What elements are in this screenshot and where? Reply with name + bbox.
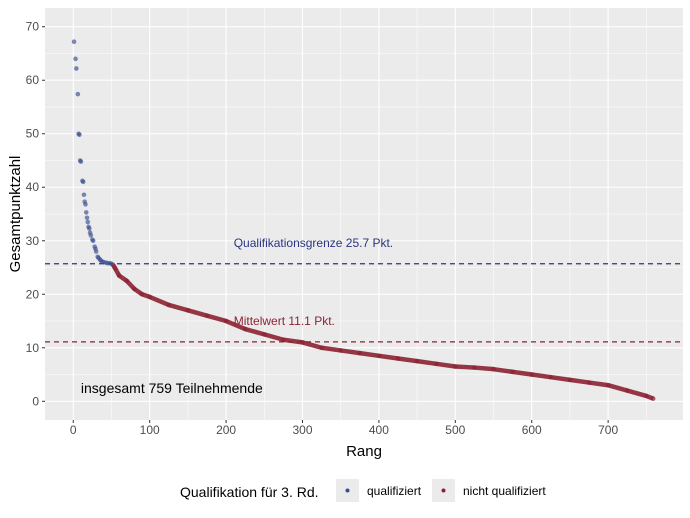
legend: Qualifikation für 3. Rd. qualifiziert ni…: [180, 479, 546, 502]
point-nicht-qualifiziert: [147, 294, 152, 300]
legend-title: Qualifikation für 3. Rd.: [180, 484, 319, 500]
point-qualifiziert: [81, 192, 87, 198]
point-nicht-qualifiziert: [116, 273, 122, 278]
x-tick-label: 300: [292, 423, 312, 437]
point-nicht-qualifiziert: [586, 380, 592, 385]
legend-label-qualifiziert: qualifiziert: [367, 484, 422, 498]
x-tick-label: 700: [598, 423, 618, 437]
x-tick-label: 500: [445, 423, 465, 437]
point-nicht-qualifiziert: [132, 286, 137, 292]
point-qualifiziert: [84, 215, 90, 221]
point-nicht-qualifiziert: [185, 308, 191, 313]
point-qualifiziert: [87, 226, 92, 231]
point-nicht-qualifiziert: [510, 369, 515, 375]
point-nicht-qualifiziert: [529, 372, 535, 377]
point-nicht-qualifiziert: [644, 393, 649, 399]
point-nicht-qualifiziert: [300, 340, 305, 345]
point-qualifiziert: [73, 56, 78, 62]
hline-label: Qualifikationsgrenze 25.7 Pkt.: [234, 236, 393, 250]
point-nicht-qualifiziert: [605, 382, 611, 388]
point-qualifiziert: [90, 238, 96, 244]
x-tick-label: 0: [70, 423, 77, 437]
point-qualifiziert: [77, 132, 82, 138]
y-tick-label: 40: [26, 180, 40, 194]
point-nicht-qualifiziert: [281, 337, 286, 343]
point-nicht-qualifiziert: [139, 291, 145, 297]
point-nicht-qualifiziert: [223, 318, 229, 324]
point-nicht-qualifiziert: [567, 377, 573, 383]
annotation: insgesamt 759 Teilnehmende: [81, 380, 263, 396]
y-tick-label: 20: [26, 287, 40, 301]
point-qualifiziert: [109, 261, 114, 267]
point-nicht-qualifiziert: [319, 345, 324, 351]
point-nicht-qualifiziert: [453, 364, 458, 369]
point-nicht-qualifiziert: [242, 326, 248, 332]
y-tick-label: 60: [26, 73, 40, 87]
point-qualifiziert: [88, 233, 94, 238]
point-qualifiziert: [80, 179, 86, 185]
y-tick-label: 10: [26, 341, 40, 355]
x-tick-label: 200: [216, 423, 236, 437]
point-qualifiziert: [85, 219, 91, 225]
point-nicht-qualifiziert: [414, 358, 420, 364]
legend-point-qualifiziert: [345, 488, 350, 493]
legend-label-nicht-qualifiziert: nicht qualifiziert: [463, 484, 546, 498]
point-nicht-qualifiziert: [124, 278, 130, 284]
point-nicht-qualifiziert: [338, 348, 343, 353]
legend-point-nicht-qualifiziert: [441, 488, 446, 493]
x-tick-label: 400: [369, 423, 389, 437]
point-qualifiziert: [83, 202, 88, 207]
point-nicht-qualifiziert: [112, 266, 118, 271]
series-line-nicht-qualifiziert: [111, 263, 655, 401]
x-tick-label: 100: [140, 423, 160, 437]
y-axis-label: Gesamtpunktzahl: [7, 156, 24, 273]
point-qualifiziert: [74, 66, 79, 71]
point-nicht-qualifiziert: [376, 353, 382, 359]
point-qualifiziert: [71, 39, 77, 45]
point-nicht-qualifiziert: [204, 313, 210, 318]
point-nicht-qualifiziert: [357, 350, 363, 356]
point-qualifiziert: [78, 159, 84, 164]
point-nicht-qualifiziert: [395, 356, 401, 361]
point-nicht-qualifiziert: [433, 361, 439, 367]
y-tick-label: 50: [26, 127, 40, 141]
point-qualifiziert: [75, 91, 81, 97]
point-nicht-qualifiziert: [491, 366, 496, 372]
point-nicht-qualifiziert: [650, 396, 656, 401]
point-nicht-qualifiziert: [624, 388, 630, 393]
point-qualifiziert: [93, 249, 99, 254]
x-tick-label: 600: [522, 423, 542, 437]
point-nicht-qualifiziert: [548, 374, 554, 380]
point-qualifiziert: [83, 210, 89, 215]
y-tick-label: 30: [26, 234, 40, 248]
y-tick-label: 0: [32, 394, 39, 408]
point-nicht-qualifiziert: [472, 365, 477, 370]
point-nicht-qualifiziert: [166, 302, 172, 308]
point-nicht-qualifiziert: [261, 332, 267, 337]
hline-label: Mittelwert 11.1 Pkt.: [234, 314, 335, 328]
x-axis-label: Rang: [346, 443, 382, 460]
y-tick-label: 70: [26, 20, 40, 34]
